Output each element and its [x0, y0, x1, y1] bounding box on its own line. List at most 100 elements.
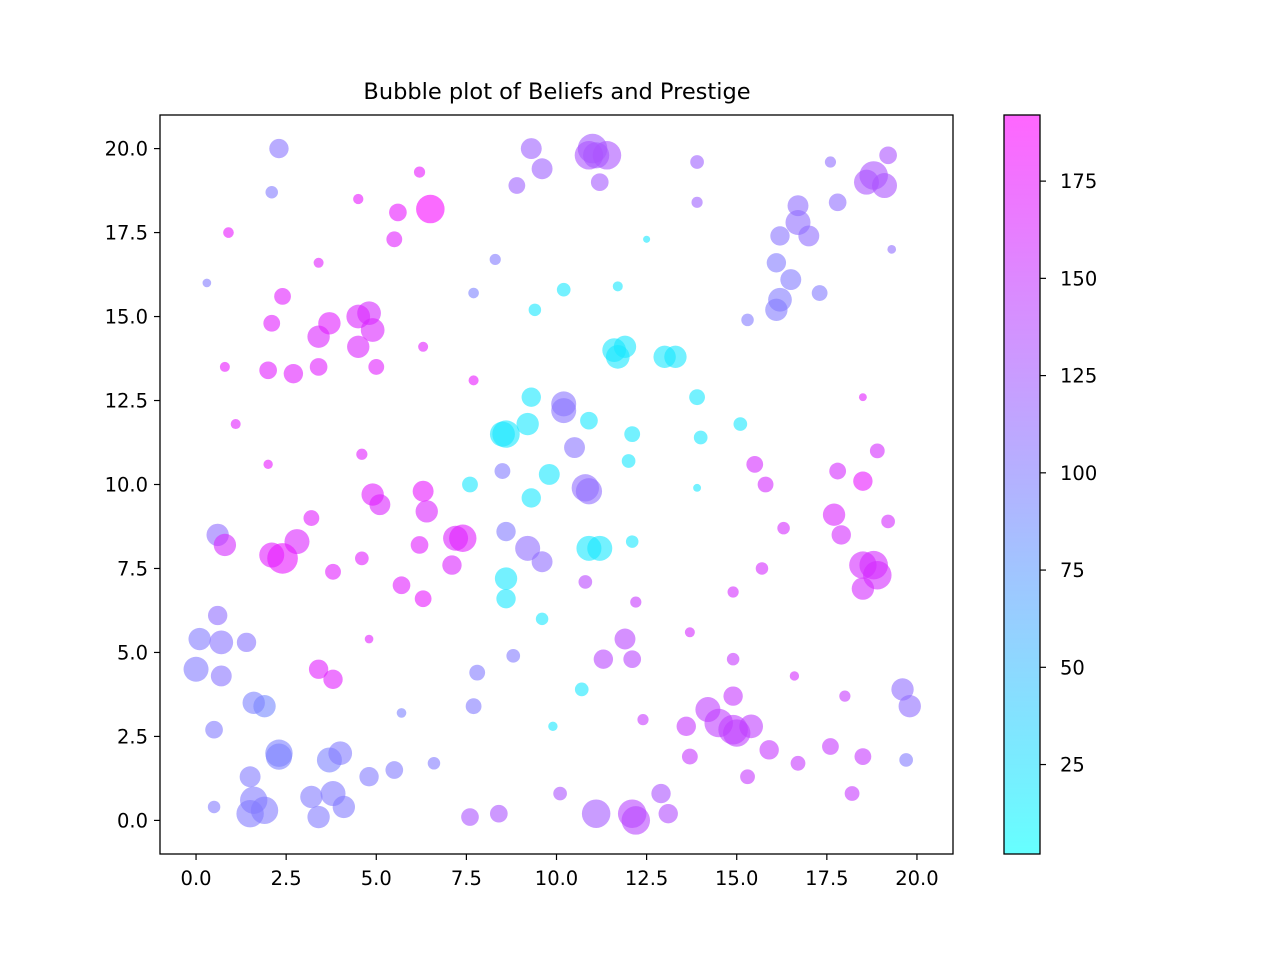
bubble-point: [397, 708, 407, 718]
bubble-point: [449, 525, 476, 552]
bubble-point: [314, 258, 324, 268]
bubble-point: [693, 484, 701, 492]
bubble-point: [553, 787, 567, 801]
bubble-point: [188, 628, 210, 650]
bubble-point: [263, 315, 280, 332]
bubble-point: [307, 806, 329, 828]
bubble-point: [236, 800, 263, 827]
bubble-point: [859, 393, 867, 401]
bubble-point: [659, 804, 678, 823]
chart-title: Bubble plot of Beliefs and Prestige: [363, 79, 750, 105]
bubble-point: [365, 635, 374, 644]
bubble-point: [184, 657, 209, 682]
bubble-point: [368, 359, 384, 375]
bubble-point: [220, 362, 230, 372]
y-tick-label: 10.0: [105, 474, 148, 497]
bubble-point: [829, 463, 846, 480]
y-axis: 0.02.55.07.510.012.515.017.520.0: [105, 138, 160, 833]
bubble-point: [522, 387, 541, 406]
bubble-point: [723, 686, 742, 705]
bubble-point: [223, 227, 234, 238]
bubble-point: [575, 683, 589, 697]
bubble-point: [587, 536, 612, 561]
bubble-point: [613, 281, 623, 291]
x-tick-label: 20.0: [895, 867, 938, 890]
bubble-point: [359, 767, 378, 786]
bubble-point: [626, 535, 639, 548]
bubble-point: [203, 279, 212, 288]
colorbar-axis: 25 50 75 100 125 150 175: [1040, 170, 1097, 776]
bubble-point: [411, 536, 429, 554]
bubble-point: [899, 753, 913, 767]
colorbar-tick-label: 100: [1060, 462, 1097, 485]
bubble-point: [614, 336, 636, 358]
bubble-point: [630, 596, 641, 607]
bubble-point: [208, 606, 227, 625]
colorbar-tick-label: 25: [1060, 754, 1085, 777]
x-tick-label: 7.5: [451, 867, 482, 890]
bubble-point: [303, 510, 319, 526]
colorbar: [1004, 115, 1040, 854]
bubble-point: [416, 500, 438, 522]
bubble-point: [461, 808, 479, 826]
bubble-point: [615, 629, 636, 650]
bubble-point: [870, 444, 885, 459]
y-tick-label: 17.5: [105, 222, 148, 245]
bubble-point: [593, 141, 622, 170]
bubble-point: [490, 422, 515, 447]
bubble-point: [243, 692, 265, 714]
bubble-point: [746, 456, 763, 473]
bubble-point: [756, 562, 769, 575]
y-tick-label: 5.0: [117, 641, 148, 664]
bubble-point: [529, 304, 542, 317]
bubble-point: [682, 749, 698, 765]
bubble-point: [770, 226, 789, 245]
bubble-point: [741, 314, 754, 327]
y-tick-label: 20.0: [105, 138, 148, 161]
bubble-point: [274, 288, 291, 305]
bubble-point: [623, 650, 641, 668]
bubble-point: [495, 463, 511, 479]
bubble-point: [685, 627, 695, 637]
bubble-point: [496, 522, 515, 541]
bubble-point: [469, 375, 479, 385]
bubble-point: [442, 555, 461, 574]
bubble-point: [522, 488, 541, 507]
bubble-point: [269, 139, 288, 158]
bubble-point: [469, 665, 485, 681]
bubble-point: [777, 522, 790, 535]
bubble-point: [393, 576, 411, 594]
bubble-point: [328, 741, 352, 765]
bubble-point: [231, 419, 241, 429]
bubble-point: [325, 564, 341, 580]
bubble-point: [694, 431, 708, 445]
bubble-point: [690, 155, 704, 169]
bubble-point: [689, 389, 705, 405]
x-tick-label: 5.0: [361, 867, 392, 890]
bubble-point: [259, 361, 277, 379]
bubble-point: [622, 454, 636, 468]
colorbar-tick-label: 125: [1060, 365, 1097, 388]
bubble-point: [759, 740, 778, 759]
y-tick-label: 7.5: [117, 557, 148, 580]
bubble-point: [879, 146, 897, 164]
bubble-point: [767, 253, 786, 272]
bubble-point: [739, 714, 763, 738]
bubble-point: [582, 799, 611, 828]
bubble-point: [643, 236, 650, 243]
bubble-point: [506, 649, 520, 663]
bubble-point: [318, 312, 340, 334]
bubble-point: [532, 551, 553, 572]
bubble-point: [832, 525, 851, 544]
bubble-point: [728, 586, 739, 597]
bubble-point: [853, 471, 872, 490]
bubble-point: [691, 197, 702, 208]
bubble-point: [829, 193, 847, 211]
bubble-point: [310, 358, 328, 376]
bubble-point: [637, 714, 648, 725]
bubble-point: [887, 245, 896, 254]
bubble-point: [237, 633, 256, 652]
bubble-point: [389, 204, 407, 222]
colorbar-tick-label: 75: [1060, 559, 1085, 582]
